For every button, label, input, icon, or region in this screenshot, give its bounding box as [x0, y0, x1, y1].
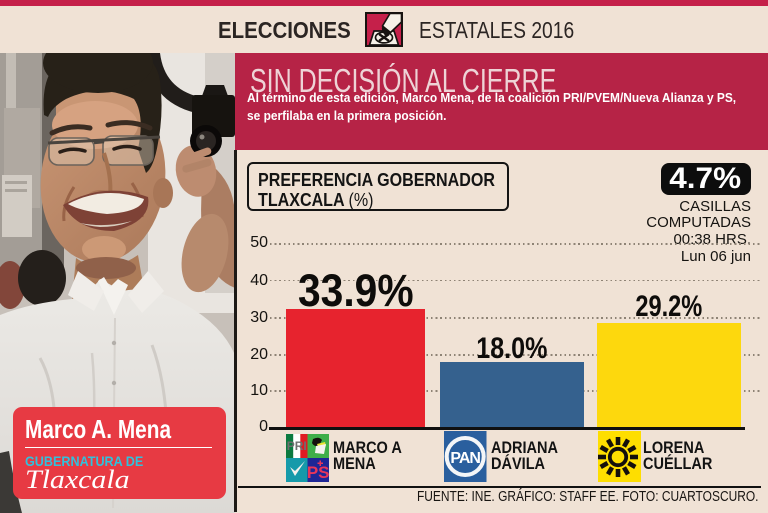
svg-text:PS: PS: [307, 463, 329, 482]
svg-text:PAN: PAN: [450, 450, 480, 467]
svg-text:PRI: PRI: [287, 439, 307, 453]
